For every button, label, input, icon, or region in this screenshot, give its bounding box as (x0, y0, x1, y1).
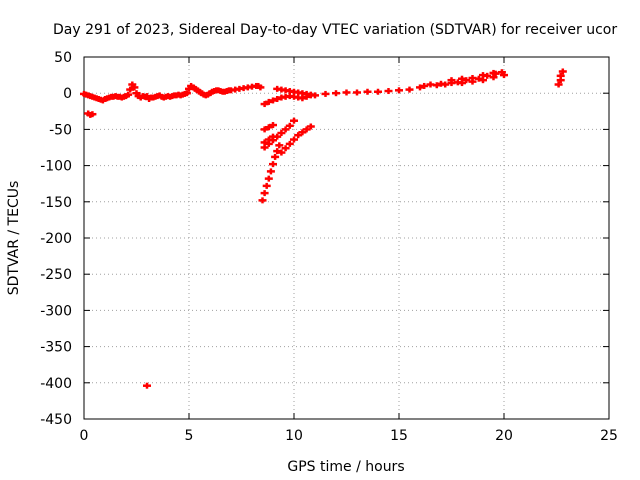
data-point (290, 117, 298, 124)
grid (84, 57, 609, 419)
data-point (556, 72, 565, 79)
data-point (277, 149, 286, 156)
data-point (271, 153, 280, 160)
y-tick-label: -50 (49, 122, 72, 138)
data-point (332, 90, 340, 97)
data-point (306, 123, 315, 130)
data-point (447, 77, 456, 84)
data-point (273, 95, 282, 102)
data-point (468, 74, 477, 81)
data-point (285, 140, 294, 147)
y-tick-label: -250 (40, 267, 72, 283)
data-point (298, 129, 307, 136)
data-point (264, 175, 273, 182)
y-tick-label: -200 (40, 231, 72, 247)
data-point (269, 122, 277, 129)
data-point (260, 190, 269, 197)
y-tick-label: -450 (40, 412, 72, 428)
data-point (458, 75, 466, 82)
y-axis-label: SDTVAR / TECUs (6, 181, 22, 296)
data-point (269, 161, 277, 168)
data-point (558, 68, 567, 75)
x-tick-label: 15 (390, 428, 408, 444)
ticks (83, 56, 610, 420)
data-point (256, 84, 265, 91)
plot-frame (83, 56, 610, 420)
y-tick-label: -100 (40, 159, 72, 175)
y-tick-label: 50 (54, 50, 72, 66)
tick-labels: 0 5 10 15 20 25 50 0 -50 -100 -150 -200 -250 -300 -350… (40, 50, 618, 444)
data-point (182, 90, 191, 97)
chart-title: Day 291 of 2023, Sidereal Day-to-day VTE… (53, 22, 617, 38)
data-point (554, 81, 563, 88)
data-point (264, 124, 273, 131)
data-point (269, 97, 277, 104)
data-point (384, 88, 393, 95)
data-point (363, 88, 372, 95)
data-point (405, 86, 414, 93)
data-point (262, 182, 271, 189)
data-point (298, 95, 307, 102)
x-tick-label: 25 (600, 428, 618, 444)
data-point (302, 126, 311, 133)
data-point (294, 132, 303, 139)
y-tick-label: -400 (40, 376, 72, 392)
data-point (130, 84, 139, 91)
data-point (453, 79, 462, 86)
y-tick-label: -300 (40, 303, 72, 319)
data-point (342, 89, 351, 96)
data-point (264, 98, 273, 105)
data-point (462, 77, 471, 84)
data-point (258, 197, 267, 204)
data-point (260, 101, 269, 108)
data-point (88, 111, 97, 118)
data-point (260, 144, 269, 151)
data-point (273, 148, 282, 155)
data-point (264, 136, 273, 143)
data-point (321, 90, 330, 97)
y-tick-label: -350 (40, 340, 72, 356)
data-point (285, 122, 294, 129)
data-point (479, 77, 487, 84)
data-point (260, 139, 269, 146)
x-tick-label: 0 (80, 428, 89, 444)
data-point (489, 69, 498, 76)
data-point (281, 145, 290, 152)
data-point (281, 126, 290, 133)
data-point (266, 168, 275, 175)
data-point (432, 82, 441, 89)
data-point (479, 72, 487, 79)
data-point (126, 86, 135, 93)
x-tick-label: 5 (185, 428, 194, 444)
data-point (353, 89, 361, 96)
data-point (290, 136, 298, 143)
x-axis-label: GPS time / hours (287, 459, 404, 475)
data-point (275, 142, 284, 149)
data-point (124, 91, 133, 98)
data-points (80, 68, 567, 389)
data-point (374, 88, 382, 95)
data-point (420, 82, 429, 89)
data-point (260, 126, 269, 133)
data-point (311, 92, 319, 99)
data-point (497, 69, 506, 76)
x-tick-label: 20 (495, 428, 513, 444)
data-point (441, 81, 450, 88)
data-point (277, 130, 286, 137)
x-tick-label: 10 (285, 428, 303, 444)
data-point (416, 84, 424, 91)
data-point (269, 133, 277, 140)
y-tick-label: 0 (63, 86, 72, 102)
y-tick-label: -150 (40, 195, 72, 211)
data-point (395, 87, 403, 94)
data-point (143, 382, 151, 389)
